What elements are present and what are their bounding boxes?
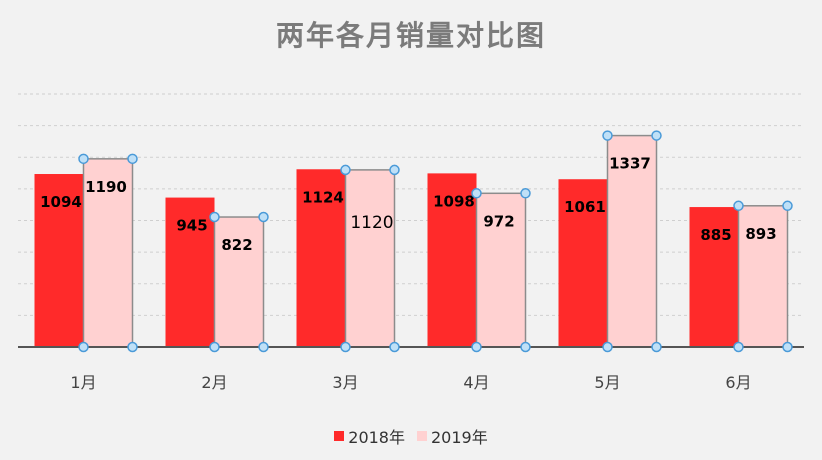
legend-swatch-2018 [334, 431, 345, 441]
data-label-2019: 1120 [350, 213, 393, 233]
bar-2018 [558, 179, 608, 347]
x-tick-label: 3月 [332, 373, 358, 392]
chart-title: 两年各月销量对比图 [275, 19, 546, 52]
data-label-2019: 1190 [85, 178, 127, 196]
selection-handle [389, 164, 400, 176]
selection-handle [733, 200, 744, 212]
selection-handle [602, 341, 613, 353]
x-tick-label: 6月 [725, 373, 751, 392]
selection-handle [520, 188, 531, 199]
data-label-2018: 1061 [564, 198, 606, 216]
selection-handle [340, 341, 351, 353]
data-label-2019: 1337 [609, 155, 651, 173]
legend-item-2018[interactable]: 2018年 [334, 424, 405, 448]
bar-2018 [689, 207, 739, 347]
data-label-2018: 1098 [433, 192, 475, 210]
bar-2019 [606, 134, 658, 348]
selection-handle [258, 341, 269, 353]
data-label-2019: 893 [745, 225, 776, 243]
x-tick-label: 4月 [463, 373, 489, 392]
bar-2019 [475, 192, 527, 348]
bar-2018 [296, 169, 346, 347]
data-label-2018: 1094 [40, 193, 82, 211]
selection-handle [782, 200, 793, 212]
x-tick-label: 2月 [201, 373, 227, 392]
selection-handle [78, 341, 89, 353]
selection-handle [340, 164, 351, 176]
bar-2018 [427, 173, 477, 347]
legend-label-2018: 2018年 [348, 428, 405, 447]
selection-handle [209, 211, 220, 223]
selection-handle [651, 341, 662, 353]
bar-2019 [737, 205, 789, 348]
data-label-2019: 972 [483, 212, 514, 230]
legend-item-2019[interactable]: 2019年 [417, 424, 488, 448]
selection-handle [389, 341, 400, 353]
data-label-2018: 1124 [302, 188, 344, 206]
bar-2019 [344, 169, 396, 348]
selection-handle [258, 211, 269, 223]
selection-handle [127, 153, 138, 165]
selection-handle [520, 341, 531, 353]
selection-handle [471, 188, 482, 199]
bar-2018 [34, 174, 84, 347]
selection-handle [127, 341, 138, 353]
data-label-2019: 822 [221, 236, 252, 254]
legend-label-2019: 2019年 [431, 428, 488, 447]
selection-handle [471, 341, 482, 353]
bar-2019 [82, 158, 134, 348]
data-label-2018: 945 [176, 217, 207, 235]
selection-handle [651, 130, 662, 141]
selection-handle [209, 341, 220, 353]
x-tick-label: 5月 [594, 373, 620, 392]
selection-handle [782, 341, 793, 353]
x-tick-label: 1月 [70, 373, 96, 392]
chart-legend: 2018年 2019年 [0, 424, 822, 448]
selection-handle [602, 130, 613, 141]
data-label-2018: 885 [700, 226, 731, 244]
bar-2018 [165, 197, 215, 347]
legend-swatch-2019 [417, 431, 427, 441]
selection-handle [78, 153, 89, 165]
selection-handle [733, 341, 744, 353]
